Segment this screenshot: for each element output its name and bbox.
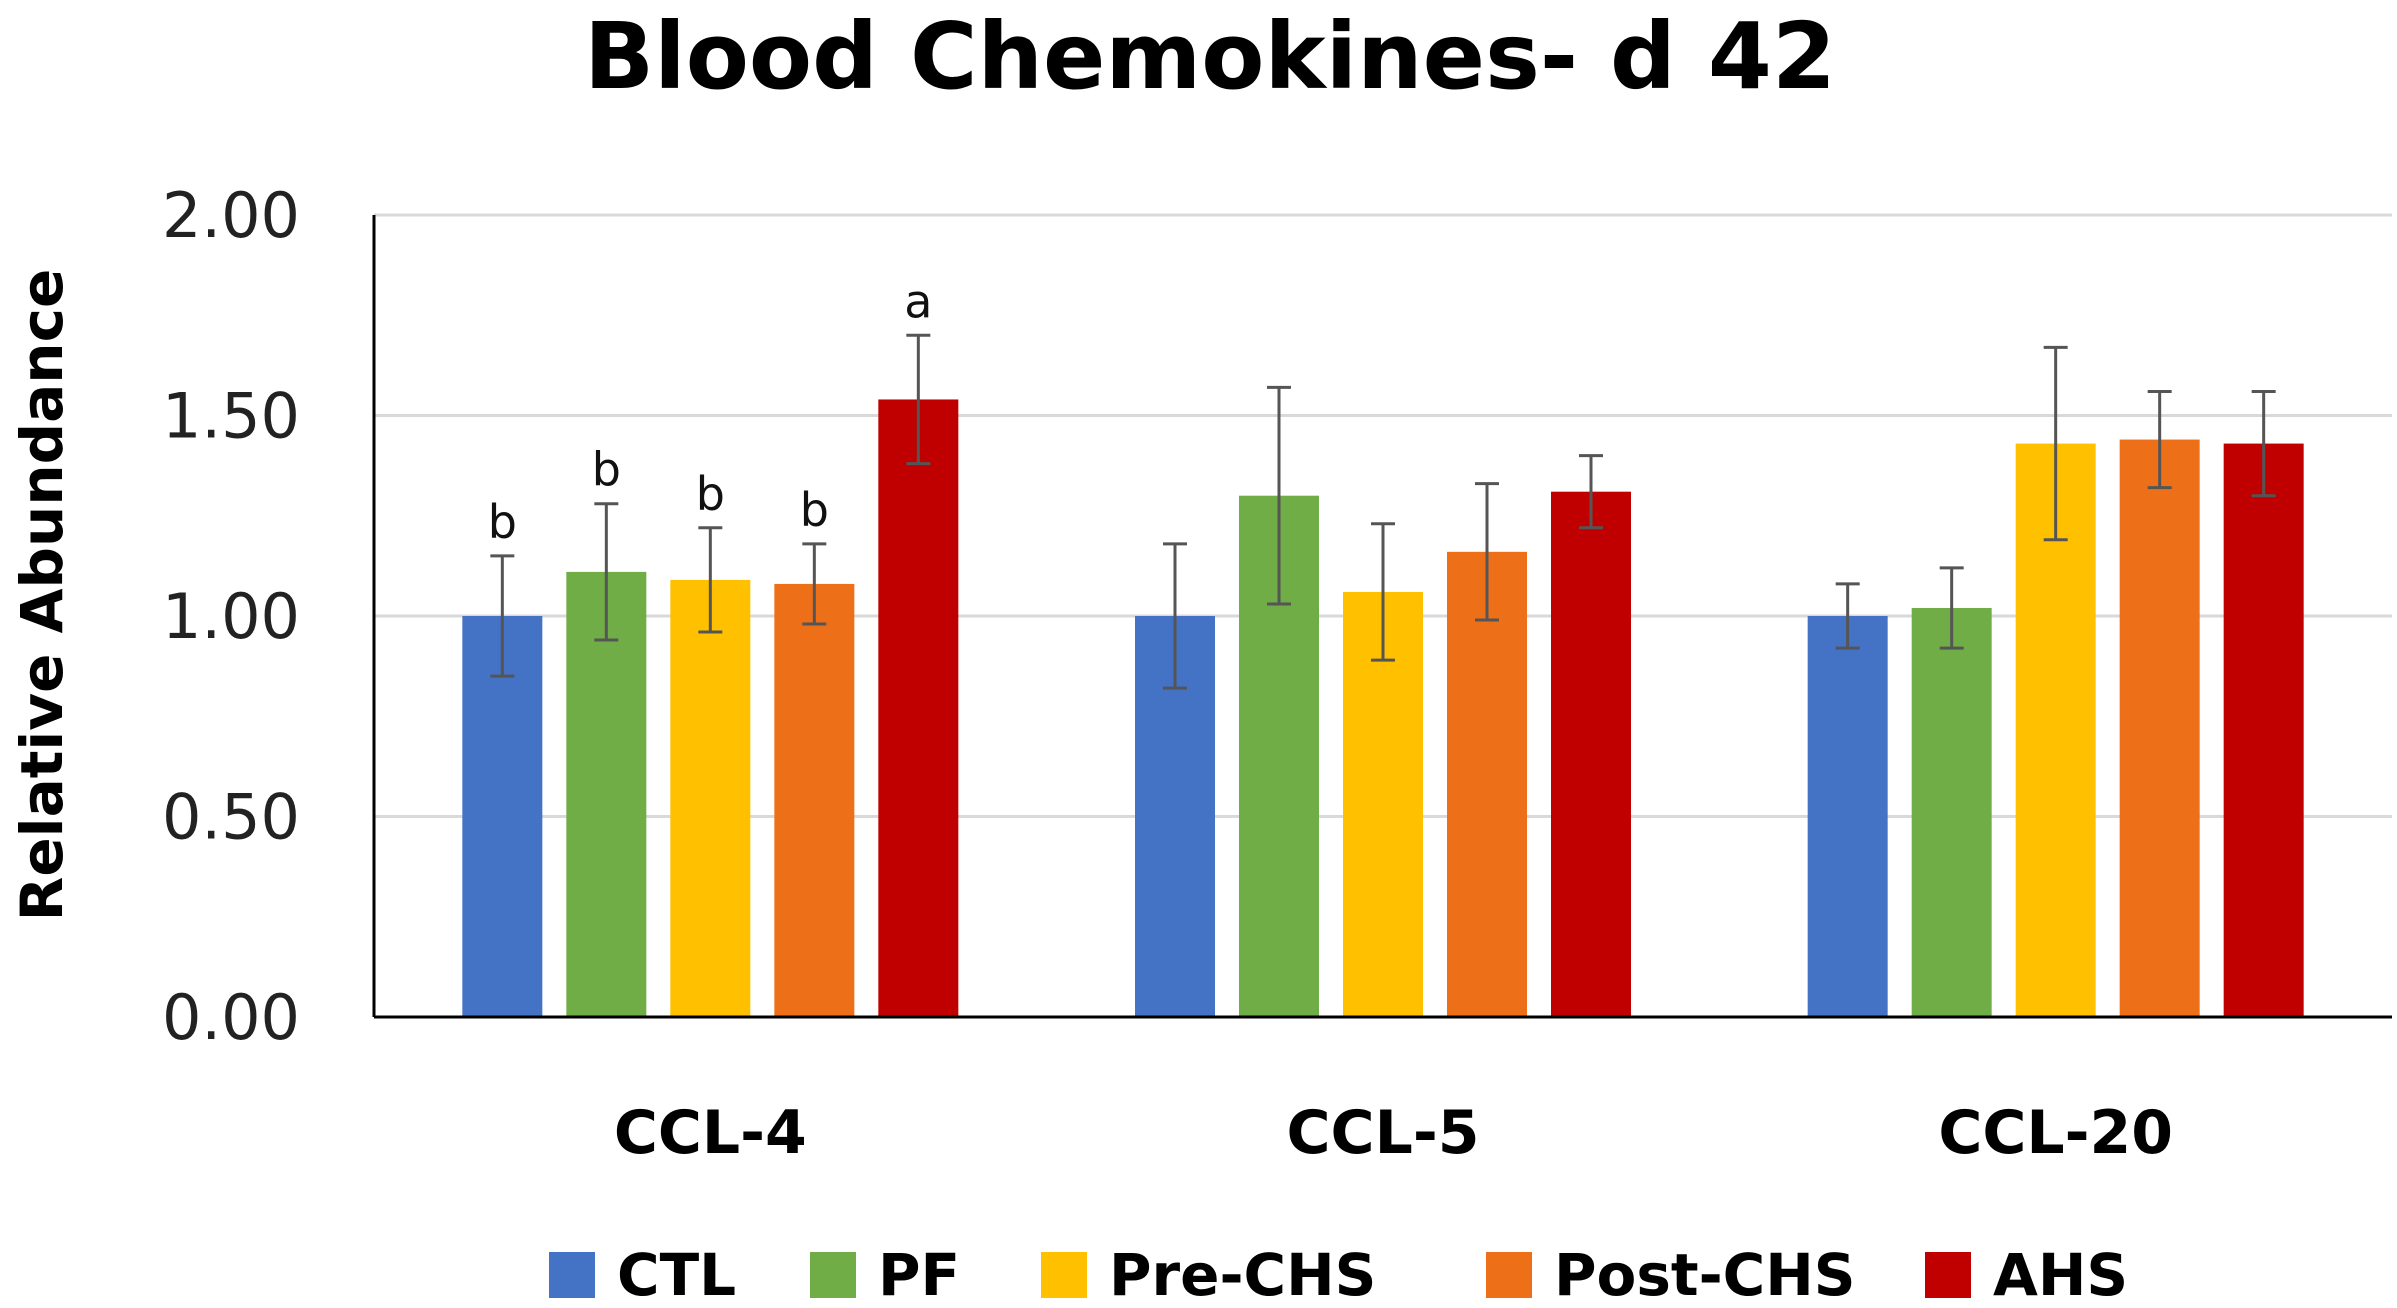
x-category-label: CCL-5: [1287, 1098, 1480, 1168]
bar-ahs-ccl-20: [2223, 443, 2304, 1017]
legend-label: Post-CHS: [1554, 1241, 1856, 1308]
y-axis-label: Relative Abundance: [8, 269, 76, 922]
legend-item-post-chs: Post-CHS: [1486, 1241, 1856, 1308]
x-category-label: CCL-20: [1938, 1098, 2173, 1168]
bar-post-chs-ccl-4: [774, 583, 855, 1017]
legend-item-pre-chs: Pre-CHS: [1041, 1241, 1376, 1308]
legend-label: AHS: [1993, 1241, 2128, 1308]
legend-item-ahs: AHS: [1925, 1241, 2128, 1308]
bar-pre-chs-ccl-4: [670, 579, 751, 1017]
significance-label: a: [904, 274, 932, 328]
y-tick-label: 1.00: [162, 580, 300, 653]
significance-label: b: [800, 483, 829, 537]
x-axis-categories: CCL-4 CCL-5 CCL-20: [614, 1098, 2173, 1168]
legend-label: CTL: [617, 1241, 736, 1308]
bar-pre-chs-ccl-5: [1343, 591, 1423, 1017]
legend-swatch: [810, 1252, 856, 1298]
chart-title: Blood Chemokines- d 42: [584, 3, 1836, 110]
error-bars: [490, 333, 2276, 690]
legend-item-pf: PF: [810, 1241, 960, 1308]
legend: CTL PF Pre-CHS Post-CHS AHS: [549, 1241, 2128, 1308]
legend-swatch: [1041, 1252, 1087, 1298]
bars: [462, 399, 2304, 1018]
y-axis-ticks: 0.00 0.50 1.00 1.50 2.00: [162, 179, 300, 1054]
bar-post-chs-ccl-5: [1447, 551, 1527, 1017]
significance-label: b: [592, 443, 621, 497]
legend-swatch: [1486, 1252, 1532, 1298]
significance-label: b: [696, 467, 725, 521]
bar-ctl-ccl-20: [1807, 616, 1888, 1017]
y-tick-label: 1.50: [162, 380, 300, 453]
y-tick-label: 2.00: [162, 179, 300, 252]
bar-ahs-ccl-4: [878, 399, 959, 1018]
bar-ctl-ccl-4: [462, 616, 543, 1017]
x-category-label: CCL-4: [614, 1098, 807, 1168]
y-tick-label: 0.50: [162, 781, 300, 854]
significance-labels: b b b b a: [488, 274, 933, 549]
y-tick-label: 0.00: [162, 981, 300, 1054]
legend-label: Pre-CHS: [1109, 1241, 1376, 1308]
bar-ahs-ccl-5: [1551, 491, 1631, 1017]
bar-post-chs-ccl-20: [2119, 439, 2200, 1017]
legend-item-ctl: CTL: [549, 1241, 736, 1308]
legend-swatch: [549, 1252, 595, 1298]
bar-pf-ccl-20: [1911, 607, 1992, 1017]
legend-label: PF: [878, 1241, 960, 1308]
legend-swatch: [1925, 1252, 1971, 1298]
significance-label: b: [488, 495, 517, 549]
bar-pf-ccl-4: [566, 571, 647, 1017]
